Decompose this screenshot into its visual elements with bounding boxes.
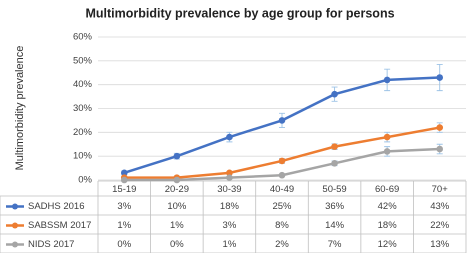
table-value: 14%: [325, 220, 345, 231]
data-point: [383, 148, 391, 155]
table-value: 1%: [223, 239, 237, 250]
table-value: 3%: [117, 201, 131, 212]
x-tick-label: 60-69: [375, 184, 399, 195]
x-tick-label: 30-39: [217, 184, 241, 195]
table-value: 18%: [378, 220, 398, 231]
table-value: 0%: [170, 239, 184, 250]
series-line: [124, 126, 440, 179]
x-tick-label: 50-59: [322, 184, 346, 195]
x-tick-label: 70+: [432, 184, 449, 195]
table-value: 43%: [430, 201, 450, 212]
y-axis-label: Multimorbidity prevalence: [14, 46, 26, 171]
data-point: [331, 160, 338, 167]
legend-marker: [12, 203, 18, 210]
data-point: [173, 152, 181, 160]
data-point: [226, 174, 233, 181]
table-value: 1%: [170, 220, 184, 231]
table-value: 7%: [328, 239, 342, 250]
y-tick-label: 0%: [78, 175, 92, 186]
y-tick-label: 20%: [73, 127, 93, 138]
x-tick-label: 20-29: [165, 184, 189, 195]
data-point: [436, 74, 444, 81]
data-point: [383, 76, 391, 84]
data-point: [278, 117, 286, 124]
data-point: [226, 169, 233, 177]
data-point: [331, 90, 338, 98]
table-value: 2%: [275, 239, 289, 250]
y-tick-label: 40%: [73, 79, 93, 90]
legend-label: SADHS 2016: [28, 201, 85, 212]
table-value: 22%: [430, 220, 450, 231]
y-tick-label: 60%: [73, 32, 93, 43]
table-value: 13%: [430, 239, 450, 250]
legend-marker: [12, 241, 18, 248]
y-tick-label: 50%: [73, 55, 93, 66]
y-tick-label: 10%: [73, 151, 93, 162]
table-value: 10%: [167, 201, 187, 212]
data-point: [436, 145, 444, 153]
data-point: [226, 133, 233, 141]
chart-title: Multimorbidity prevalence by age group f…: [85, 6, 394, 20]
table-value: 8%: [275, 220, 289, 231]
x-tick-label: 40-49: [270, 184, 294, 195]
y-tick-label: 30%: [73, 103, 93, 114]
x-tick-label: 15-19: [112, 184, 136, 195]
data-point: [436, 124, 444, 131]
data-point: [278, 157, 286, 165]
legend-label: SABSSM 2017: [28, 220, 91, 231]
table-value: 42%: [378, 201, 398, 212]
table-value: 12%: [378, 239, 398, 250]
data-point: [120, 169, 128, 177]
data-point: [331, 143, 338, 150]
legend-marker: [12, 222, 18, 229]
table-value: 18%: [220, 201, 240, 212]
table-value: 36%: [325, 201, 345, 212]
table-value: 25%: [272, 201, 292, 212]
legend-label: NIDS 2017: [28, 239, 74, 250]
data-point: [120, 176, 128, 184]
data-point: [173, 176, 181, 184]
data-point: [278, 171, 286, 179]
table-value: 0%: [117, 239, 131, 250]
table-value: 3%: [223, 220, 237, 231]
data-point: [383, 133, 391, 141]
table-value: 1%: [117, 220, 131, 231]
